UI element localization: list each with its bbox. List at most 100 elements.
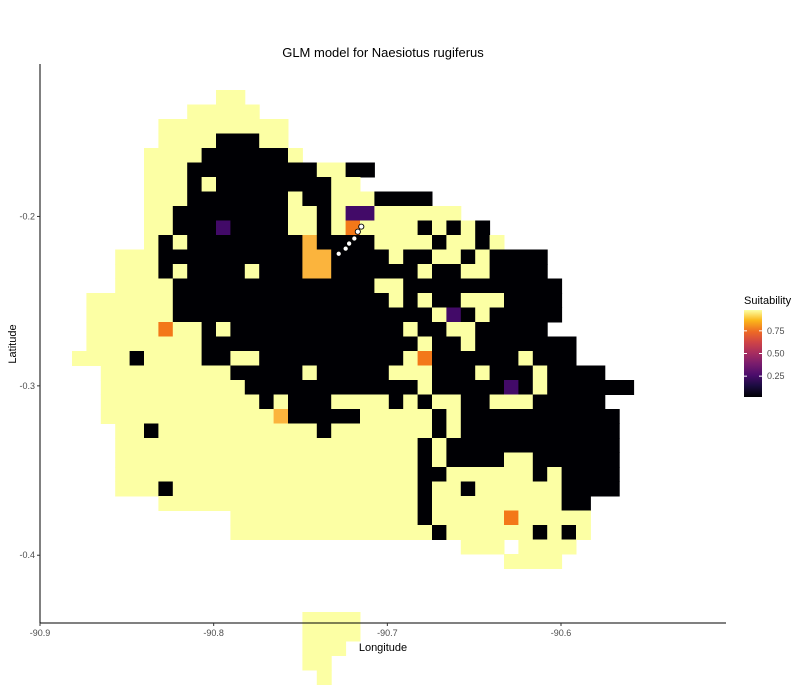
raster-cell: [331, 206, 347, 221]
x-axis-title: Longitude: [359, 642, 407, 654]
raster-cell: [417, 264, 433, 279]
raster-cell: [417, 496, 433, 511]
raster-cell: [86, 336, 203, 352]
raster-cell: [288, 148, 303, 163]
raster-cell: [489, 394, 534, 410]
raster-cell: [432, 293, 462, 308]
raster-cell: [403, 322, 419, 337]
raster-cell: [216, 133, 260, 149]
raster-cell: [561, 467, 620, 482]
raster-cell: [158, 423, 318, 439]
raster-cell: [547, 380, 591, 395]
raster-cell: [432, 249, 462, 265]
raster-cell: [403, 394, 419, 410]
raster-cell: [446, 235, 462, 250]
raster-cell: [115, 264, 159, 279]
raster-cell: [432, 423, 447, 439]
raster-cell: [532, 351, 577, 366]
x-tick-label: -90.6: [551, 628, 572, 638]
raster-cell: [158, 119, 289, 134]
raster-cell: [475, 307, 491, 323]
raster-cell: [446, 307, 462, 323]
raster-cell: [532, 394, 606, 410]
legend-tick-label: 0.75: [767, 326, 785, 336]
raster-cell: [172, 322, 188, 337]
raster-cell: [475, 365, 491, 381]
raster-cell: [201, 336, 419, 352]
raster-cell: [432, 264, 462, 279]
raster-cell: [547, 467, 563, 482]
raster-cell: [115, 481, 159, 497]
raster-cell: [446, 467, 534, 482]
raster-cell: [302, 249, 332, 265]
raster-cell: [115, 249, 159, 265]
legend-colorbar: [744, 310, 762, 397]
raster-cell: [331, 191, 375, 207]
raster-cell: [144, 148, 203, 163]
raster-cell: [446, 409, 462, 424]
raster-cell: [388, 249, 404, 265]
raster-cell: [460, 423, 620, 439]
raster-cell: [201, 322, 217, 337]
y-axis-title: Latitude: [7, 324, 19, 363]
raster-cell: [432, 452, 447, 468]
raster-cell: [115, 438, 419, 453]
raster-cell: [388, 394, 404, 410]
raster-cell: [288, 394, 332, 410]
raster-cell: [417, 467, 447, 482]
occurrence-points: [335, 223, 365, 257]
raster-cell: [158, 322, 174, 337]
raster-cell: [144, 423, 159, 439]
raster-cell: [388, 365, 433, 381]
raster-cell: [201, 177, 217, 192]
raster-cell: [446, 438, 620, 453]
raster-cell: [331, 394, 390, 410]
raster-cell: [518, 510, 563, 526]
raster-cell: [273, 394, 289, 410]
raster-cell: [460, 264, 491, 279]
raster-cell: [288, 191, 303, 207]
raster-cell: [302, 365, 318, 381]
raster-cell: [187, 235, 303, 250]
raster-cell: [187, 264, 246, 279]
raster-cell: [216, 90, 246, 105]
raster-cell: [417, 220, 433, 236]
raster-cell: [504, 510, 519, 526]
raster-cell: [489, 235, 505, 250]
occurrence-point: [354, 228, 361, 235]
raster-cell: [244, 264, 260, 279]
raster-cell: [360, 409, 433, 424]
raster-cell: [417, 481, 433, 497]
raster-cell: [316, 162, 347, 178]
raster-cell: [432, 336, 462, 352]
raster-cell: [316, 235, 375, 250]
raster-cell: [72, 351, 131, 366]
raster-cell: [504, 293, 563, 308]
raster-cell: [547, 365, 606, 381]
raster-cell: [316, 206, 332, 221]
raster-cell: [504, 554, 563, 569]
raster-cell: [100, 380, 246, 395]
raster-cell: [460, 293, 476, 308]
raster-cell: [547, 539, 577, 555]
raster-cell: [504, 380, 519, 395]
raster-cell: [374, 191, 433, 207]
raster-cell: [475, 322, 548, 337]
raster-cell: [144, 235, 159, 250]
raster-cell: [86, 307, 174, 323]
x-axis-ticks: -90.9 -90.8 -90.7 -90.6: [30, 623, 572, 638]
raster-cell: [288, 206, 318, 221]
raster-cell: [446, 220, 462, 236]
raster-cell: [460, 336, 476, 352]
raster-cell: [216, 322, 231, 337]
raster-cell: [230, 220, 289, 236]
raster-cell: [403, 351, 419, 366]
raster-cell: [115, 467, 419, 482]
raster-cell: [561, 336, 577, 352]
raster-cell: [561, 496, 591, 511]
raster-cell: [100, 409, 275, 424]
raster-cell: [187, 322, 203, 337]
raster-cell: [230, 365, 303, 381]
raster-cell: [331, 177, 361, 192]
raster-cell: [302, 264, 332, 279]
